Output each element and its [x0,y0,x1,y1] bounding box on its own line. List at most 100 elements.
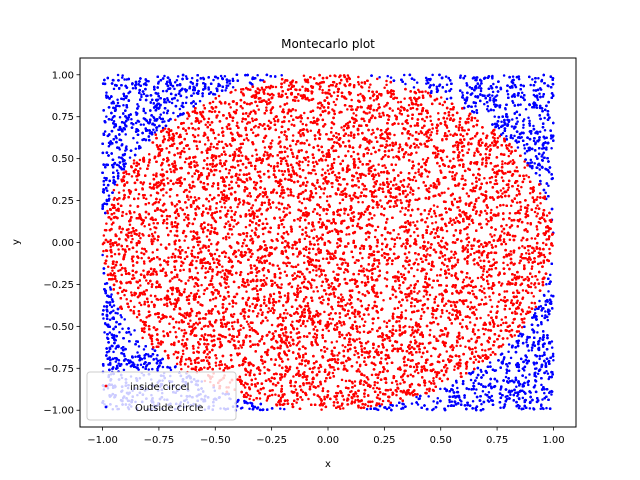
point-outside [479,383,483,386]
point-outside [445,97,449,101]
point-outside [114,325,117,329]
point-outside [510,389,514,393]
point-outside [502,379,505,382]
point-outside [543,342,546,345]
point-outside [481,407,485,411]
point-outside [466,91,469,95]
point-outside [416,403,420,406]
point-outside [119,166,123,169]
point-outside [169,368,173,372]
point-outside [532,361,536,365]
point-outside [117,156,121,159]
point-outside [166,109,170,113]
point-outside [192,100,195,103]
point-outside [225,81,229,84]
point-outside [251,404,254,408]
point-outside [546,372,550,375]
point-outside [120,351,123,355]
point-outside [191,82,195,85]
point-outside [108,331,112,334]
point-outside [506,365,509,368]
point-outside [109,140,112,143]
point-outside [115,169,119,172]
point-outside [446,404,450,408]
point-outside [516,391,519,394]
point-outside [475,109,478,112]
point-outside [107,106,111,109]
point-outside [116,172,120,175]
point-outside [253,405,257,409]
point-outside [535,354,538,358]
point-outside [148,138,151,142]
point-outside [125,86,129,89]
point-outside [148,129,151,132]
point-outside [192,92,195,95]
point-outside [147,355,151,358]
point-outside [216,88,219,91]
point-outside [528,119,531,123]
point-outside [105,300,109,304]
point-outside [112,181,115,185]
point-outside [127,99,131,102]
point-outside [505,103,508,107]
point-outside [256,407,259,410]
point-outside [207,76,210,79]
point-outside [513,134,516,138]
point-outside [420,406,423,410]
point-outside [544,191,547,195]
point-outside [115,334,118,338]
point-outside [463,396,466,399]
point-outside [259,402,263,406]
point-outside [480,82,483,85]
point-outside [107,194,111,197]
point-outside [455,395,459,398]
point-outside [392,79,396,82]
point-outside [471,400,475,403]
point-outside [117,87,121,90]
point-outside [127,330,131,334]
point-outside [142,348,146,351]
point-outside [159,79,163,82]
point-outside [545,357,549,361]
point-outside [532,127,536,131]
point-outside [479,78,482,82]
point-outside [426,81,430,85]
point-outside [492,82,495,86]
point-outside [121,327,124,330]
point-outside [123,94,126,98]
point-outside [174,93,178,97]
point-outside [183,88,187,91]
point-outside [507,350,510,353]
point-outside [528,146,531,150]
point-outside [486,399,490,402]
point-outside [500,120,503,123]
point-outside [532,89,535,92]
point-outside [519,103,522,106]
point-outside [105,354,108,357]
point-outside [136,366,139,370]
point-outside [538,173,541,177]
point-outside [522,126,525,129]
point-outside [114,360,118,363]
point-outside [547,194,550,198]
point-outside [398,401,401,405]
point-outside [472,384,475,388]
point-outside [545,148,548,151]
point-outside [505,371,508,375]
point-outside [480,402,483,406]
point-outside [542,73,545,77]
point-outside [136,363,139,367]
point-outside [493,115,496,118]
point-outside [105,151,109,154]
point-outside [507,377,510,380]
point-outside [112,304,116,307]
point-outside [512,399,516,402]
point-outside [432,400,435,403]
point-outside [149,355,153,358]
point-outside [140,93,143,96]
point-outside [464,101,467,105]
point-outside [105,91,108,94]
point-outside [439,387,442,391]
point-outside [546,110,550,113]
point-outside [387,406,391,409]
